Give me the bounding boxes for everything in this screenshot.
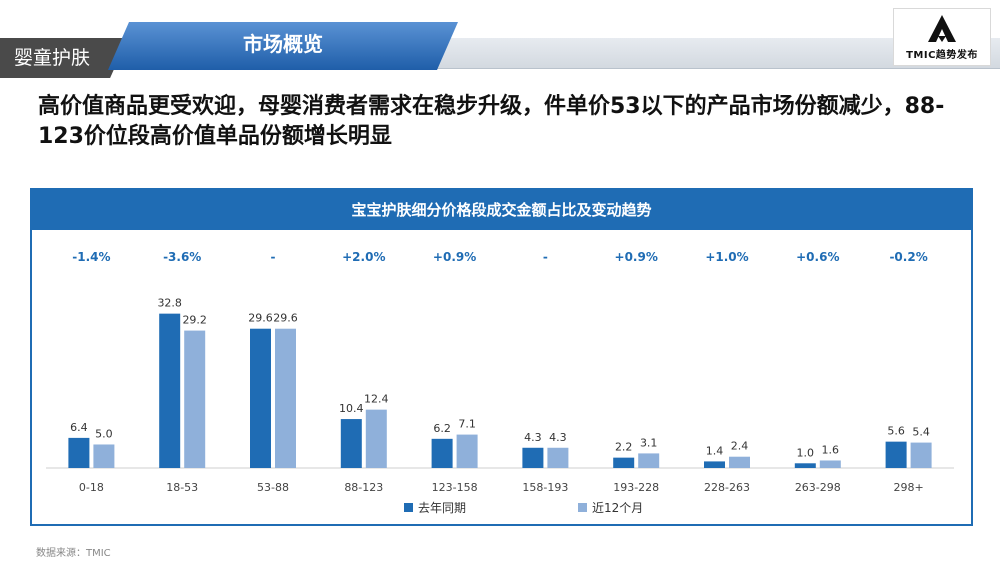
data-label: 1.4 bbox=[706, 444, 724, 457]
x-tick-label: 123-158 bbox=[432, 481, 478, 494]
legend-swatch bbox=[404, 503, 413, 512]
data-label: 5.6 bbox=[887, 425, 905, 438]
bar-last-year bbox=[250, 328, 271, 468]
x-tick-label: 193-228 bbox=[613, 481, 659, 494]
bar-recent-12m bbox=[93, 444, 115, 468]
data-label: 2.2 bbox=[615, 441, 633, 454]
change-label: - bbox=[543, 250, 548, 264]
data-label: 12.4 bbox=[364, 393, 389, 406]
data-label: 3.1 bbox=[640, 436, 658, 449]
bar-recent-12m bbox=[729, 456, 750, 468]
chart-panel: 宝宝护肤细分价格段成交金额占比及变动趋势 6.4 5.0 0-18 -1.4% 32.8… bbox=[30, 188, 973, 526]
bar-last-year bbox=[522, 447, 544, 468]
change-label: - bbox=[271, 250, 276, 264]
bar-recent-12m bbox=[910, 442, 932, 468]
bar-last-year bbox=[159, 313, 181, 468]
data-label: 5.0 bbox=[95, 427, 113, 440]
x-tick-label: 158-193 bbox=[522, 481, 568, 494]
change-label: +0.9% bbox=[433, 250, 476, 264]
bar-last-year bbox=[613, 457, 635, 468]
x-tick-label: 228-263 bbox=[704, 481, 750, 494]
x-tick-label: 0-18 bbox=[79, 481, 104, 494]
data-label: 2.4 bbox=[731, 440, 749, 453]
bar-recent-12m bbox=[275, 328, 296, 468]
change-label: +1.0% bbox=[705, 250, 748, 264]
data-label: 6.4 bbox=[70, 421, 88, 434]
bar-recent-12m bbox=[365, 409, 387, 468]
logo: TMIC趋势发布 bbox=[893, 8, 991, 66]
bar-recent-12m bbox=[638, 453, 660, 468]
data-label: 29.6 bbox=[248, 312, 273, 325]
change-label: +2.0% bbox=[342, 250, 385, 264]
bar-last-year bbox=[704, 461, 725, 468]
source-note: 数据来源：TMIC bbox=[36, 548, 111, 559]
change-label: +0.9% bbox=[615, 250, 658, 264]
data-label: 29.2 bbox=[182, 314, 207, 327]
bar-recent-12m bbox=[456, 434, 478, 468]
x-tick-label: 263-298 bbox=[795, 481, 841, 494]
data-label: 10.4 bbox=[339, 402, 364, 415]
logo-mark-icon bbox=[928, 15, 956, 42]
data-label: 1.0 bbox=[797, 446, 815, 459]
legend-label: 去年同期 bbox=[418, 501, 466, 515]
data-label: 32.8 bbox=[157, 297, 182, 310]
change-label: -3.6% bbox=[163, 250, 201, 264]
bar-recent-12m bbox=[547, 447, 569, 468]
change-label: +0.6% bbox=[796, 250, 839, 264]
data-label: 29.6 bbox=[273, 312, 298, 325]
data-label: 4.3 bbox=[549, 431, 567, 444]
legend-swatch bbox=[578, 503, 587, 512]
data-label: 6.2 bbox=[433, 422, 451, 435]
bar-last-year bbox=[68, 437, 90, 468]
chart-title: 宝宝护肤细分价格段成交金额占比及变动趋势 bbox=[32, 190, 971, 230]
x-tick-label: 88-123 bbox=[344, 481, 383, 494]
change-label: -1.4% bbox=[72, 250, 110, 264]
data-label: 5.4 bbox=[912, 426, 930, 439]
bar-last-year bbox=[794, 463, 816, 468]
category-tag: 婴童护肤 bbox=[0, 38, 128, 78]
data-label: 1.6 bbox=[822, 443, 840, 456]
bar-chart: 6.4 5.0 0-18 -1.4% 32.829.2 18-53 -3.6% 29.6 29.… bbox=[46, 250, 954, 515]
bar-last-year bbox=[885, 441, 907, 468]
bar-recent-12m bbox=[184, 330, 206, 468]
legend-label: 近12个月 bbox=[592, 501, 643, 515]
logo-text: TMIC趋势发布 bbox=[906, 50, 978, 61]
change-label: -0.2% bbox=[889, 250, 927, 264]
x-tick-label: 18-53 bbox=[166, 481, 198, 494]
x-tick-label: 298+ bbox=[893, 481, 923, 494]
section-title: 市场概览 bbox=[108, 22, 458, 70]
bar-last-year bbox=[340, 419, 362, 468]
data-label: 4.3 bbox=[524, 431, 542, 444]
data-label: 7.1 bbox=[458, 418, 476, 431]
page-headline: 高价值商品更受欢迎，母婴消费者需求在稳步升级，件单价53以下的产品市场份额减少，… bbox=[38, 94, 945, 149]
bar-last-year bbox=[431, 438, 453, 468]
bar-recent-12m bbox=[819, 460, 841, 468]
x-tick-label: 53-88 bbox=[257, 481, 289, 494]
